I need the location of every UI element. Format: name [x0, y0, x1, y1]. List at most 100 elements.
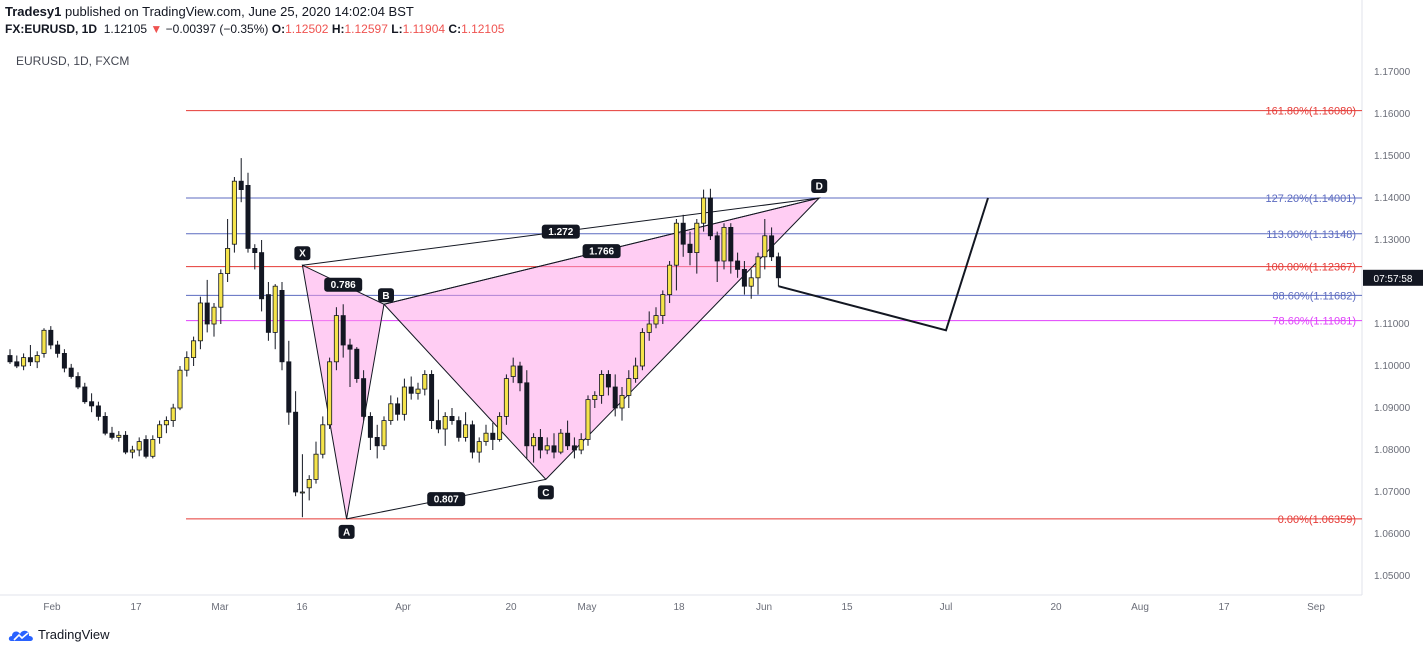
candle-body: [694, 222, 700, 253]
fib-level-label: 78.60%(1.11081): [1272, 316, 1356, 328]
candle-body: [490, 432, 496, 440]
price-countdown-tag: [1363, 269, 1423, 286]
candle-body: [551, 445, 557, 453]
candle-body: [123, 434, 129, 453]
candle-body: [238, 180, 244, 190]
down-arrow-icon: ▼: [150, 22, 163, 36]
price-change: −0.00397 (−0.35%): [165, 22, 269, 36]
tradingview-brand: TradingView: [38, 627, 110, 642]
candle-body: [687, 243, 693, 253]
candle-body: [401, 386, 407, 415]
tradingview-logo[interactable]: TradingView: [8, 627, 110, 642]
candle-body: [626, 378, 632, 396]
price-tick-label: 1.11000: [1374, 319, 1410, 330]
time-tick-label: 20: [1050, 602, 1062, 613]
candle-body: [517, 365, 523, 384]
time-tick-label: 17: [130, 602, 142, 613]
pattern-point-badge: [378, 288, 394, 303]
pattern-triangle-xab: [301, 264, 385, 519]
candle-body: [442, 415, 448, 430]
fib-level-label: 161.80%(1.16080): [1265, 106, 1356, 118]
candle-body: [707, 197, 713, 237]
open-value: 1.12502: [285, 22, 329, 36]
candle-body: [136, 441, 142, 451]
candle-body: [571, 445, 577, 451]
candle-body: [218, 273, 224, 308]
time-tick-label: May: [578, 602, 597, 613]
candle-body: [449, 415, 455, 421]
price-tick-label: 1.10000: [1374, 361, 1411, 372]
candle-body: [34, 355, 40, 363]
time-tick-label: 17: [1218, 602, 1230, 613]
candle-body: [27, 357, 33, 363]
candle-body: [646, 323, 652, 333]
candle-body: [75, 376, 81, 388]
candle-body: [544, 445, 550, 451]
candle-body: [415, 388, 421, 394]
ratio-badge: [427, 492, 466, 507]
publisher-name[interactable]: Tradesy1: [5, 4, 62, 19]
time-tick-label: Mar: [211, 602, 229, 613]
candle-body: [61, 352, 67, 369]
candle-body: [592, 394, 598, 400]
candle-body: [762, 235, 768, 258]
price-tick-label: 1.17000: [1374, 67, 1411, 78]
candle-body: [245, 184, 251, 249]
candle-body: [14, 361, 20, 367]
projection-path: [778, 197, 989, 332]
candle-body: [21, 357, 27, 367]
candle-body: [374, 436, 380, 447]
candle-body: [741, 268, 747, 287]
price-tick-label: 1.05000: [1374, 571, 1411, 582]
candle-body: [7, 355, 13, 363]
candle-body: [143, 439, 149, 457]
price-tick-label: 1.13000: [1374, 235, 1411, 246]
candle-body: [728, 226, 734, 262]
price-tick-label: 1.16000: [1374, 109, 1411, 120]
price-tick-label: 1.14000: [1374, 193, 1411, 204]
ratio-label: 0.807: [434, 495, 459, 506]
close-label: C:: [448, 22, 462, 36]
price-countdown-label: 07:57:58: [1374, 274, 1413, 285]
candle-body: [748, 277, 754, 287]
ratio-label: 1.272: [548, 227, 573, 238]
candle-body: [714, 235, 720, 262]
candle-body: [660, 294, 666, 317]
candle-body: [306, 478, 312, 489]
candle-body: [605, 373, 611, 388]
candle-body: [721, 226, 727, 262]
candle-body: [170, 407, 176, 422]
time-tick-label: Sep: [1307, 602, 1325, 613]
candle-body: [476, 441, 482, 453]
candle-body: [279, 289, 285, 363]
candle-body: [497, 415, 503, 440]
candle-body: [102, 415, 108, 434]
candle-body: [381, 420, 387, 447]
ratio-label: 1.766: [589, 247, 614, 258]
candle-body: [354, 348, 360, 380]
candle-body: [510, 365, 516, 377]
pattern-point-badge: [537, 485, 554, 500]
candle-body: [667, 264, 673, 296]
candle-body: [231, 180, 237, 245]
last-price: 1.12105: [103, 22, 148, 36]
symbol-interval: FX:EURUSD, 1D: [5, 22, 98, 36]
price-chart[interactable]: 1.170001.160001.150001.140001.130001.120…: [0, 0, 1426, 620]
published-text: published on TradingView.com, June 25, 2…: [65, 4, 414, 19]
candle-body: [163, 420, 169, 426]
candle-body: [680, 222, 686, 245]
candle-body: [340, 315, 346, 346]
candle-body: [191, 340, 197, 358]
candle-body: [89, 401, 95, 407]
pattern-point-badge: [294, 246, 311, 261]
pattern-triangle-bcd: [383, 197, 821, 481]
low-value: 1.11904: [402, 22, 446, 36]
high-value: 1.12597: [344, 22, 388, 36]
cloud-logo-icon: [8, 630, 33, 641]
candle-body: [150, 439, 156, 457]
candle-body: [558, 432, 564, 453]
ratio-badge: [582, 244, 621, 259]
candle-body: [633, 365, 639, 380]
chart-symbol-label: EURUSD, 1D, FXCM: [16, 54, 130, 68]
fib-level-label: 113.00%(1.13148): [1266, 229, 1356, 241]
